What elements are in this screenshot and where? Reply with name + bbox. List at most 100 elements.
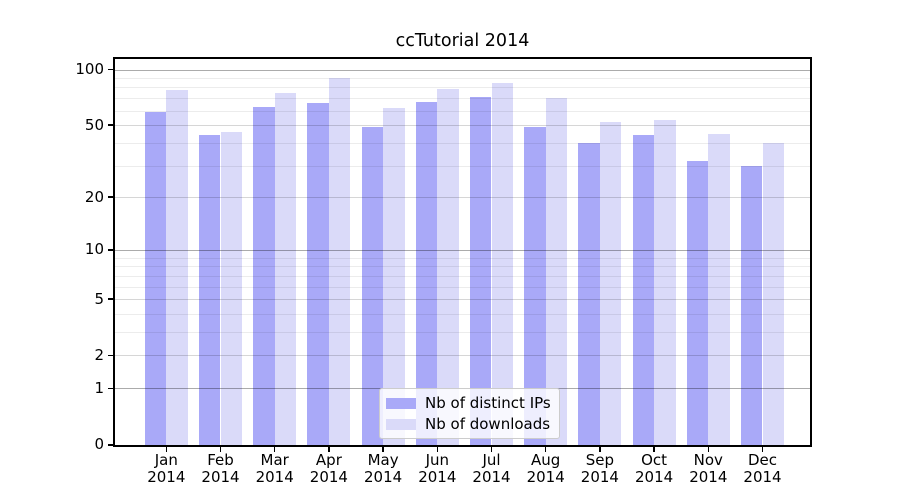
x-tick-label-sep: Sep 2014 xyxy=(568,452,632,485)
x-tick-label-jul: Jul 2014 xyxy=(460,452,524,485)
x-tick-label-aug: Aug 2014 xyxy=(514,452,578,485)
x-tick-month: Jan xyxy=(154,451,178,469)
bar-downloads-nov xyxy=(708,133,730,445)
gridline-major-2 xyxy=(115,355,811,357)
y-axis-tick-0 xyxy=(108,444,113,446)
bar-downloads-sep xyxy=(599,121,622,445)
x-tick-label-mar: Mar 2014 xyxy=(243,452,307,485)
legend-item-downloads: Nb of downloads xyxy=(386,415,551,433)
bar-downloads-may xyxy=(383,107,405,445)
y-tick-label-10: 10 xyxy=(84,240,104,259)
bar-downloads-jan xyxy=(166,89,188,445)
x-axis-tick-mar xyxy=(273,447,276,452)
legend: Nb of distinct IPs Nb of downloads xyxy=(379,388,560,439)
x-tick-year: 2014 xyxy=(580,467,619,486)
x-axis-tick-feb xyxy=(219,447,222,452)
bar-distinct-ips-sep xyxy=(578,142,600,445)
bar-distinct-ips-nov xyxy=(686,160,709,445)
x-tick-year: 2014 xyxy=(309,467,348,486)
gridline-minor-8 xyxy=(115,266,811,268)
legend-item-distinct-ips: Nb of distinct IPs xyxy=(386,394,551,412)
x-tick-month: Apr xyxy=(315,451,342,469)
x-tick-year: 2014 xyxy=(364,467,403,486)
x-tick-month: Dec xyxy=(747,451,778,469)
x-tick-year: 2014 xyxy=(526,467,565,486)
bar-downloads-apr xyxy=(328,78,351,445)
x-tick-label-feb: Feb 2014 xyxy=(189,452,253,485)
x-tick-month: Mar xyxy=(260,451,289,469)
y-axis-tick-2 xyxy=(108,354,113,357)
x-tick-year: 2014 xyxy=(689,467,728,486)
legend-label-distinct-ips: Nb of distinct IPs xyxy=(425,394,551,412)
x-tick-month: Feb xyxy=(207,451,234,469)
gridline-major-20 xyxy=(115,197,811,199)
bar-downloads-jul xyxy=(491,82,514,445)
x-tick-label-oct: Oct 2014 xyxy=(622,452,686,485)
x-tick-label-may: May 2014 xyxy=(351,452,415,485)
bar-distinct-ips-apr xyxy=(307,102,329,445)
bar-distinct-ips-mar xyxy=(253,106,275,445)
bar-distinct-ips-dec xyxy=(740,165,763,445)
bar-distinct-ips-feb xyxy=(198,135,221,445)
bar-distinct-ips-jun xyxy=(415,101,438,445)
y-tick-label-2: 2 xyxy=(94,345,104,364)
bar-distinct-ips-jul xyxy=(469,97,492,445)
gridline-minor-60 xyxy=(115,110,811,112)
y-axis-tick-50 xyxy=(108,124,113,126)
y-axis-tick-10 xyxy=(108,249,113,251)
x-tick-month: May xyxy=(367,451,399,469)
x-tick-label-dec: Dec 2014 xyxy=(731,452,795,485)
plot-area xyxy=(113,57,812,447)
x-axis-tick-jun xyxy=(436,447,439,452)
bar-downloads-mar xyxy=(274,92,297,445)
x-tick-month: Jul xyxy=(482,451,501,469)
y-tick-label-20: 20 xyxy=(84,187,104,206)
x-tick-month: Sep xyxy=(585,451,615,469)
gridline-minor-3 xyxy=(115,332,811,334)
x-tick-year: 2014 xyxy=(743,467,782,486)
gridline-minor-30 xyxy=(115,165,811,167)
y-axis-tick-5 xyxy=(108,298,113,300)
y-axis-tick-20 xyxy=(108,196,113,199)
chart-title: ccTutorial 2014 xyxy=(395,31,530,51)
y-tick-label-50: 50 xyxy=(84,115,104,134)
bar-downloads-jun xyxy=(437,88,459,445)
x-axis-tick-may xyxy=(382,447,384,452)
x-tick-label-jun: Jun 2014 xyxy=(405,452,469,485)
bar-distinct-ips-jan xyxy=(144,111,167,445)
bar-downloads-dec xyxy=(762,142,785,445)
x-tick-month: Nov xyxy=(693,451,723,469)
gridline-minor-70 xyxy=(115,98,811,100)
bar-distinct-ips-aug xyxy=(524,126,546,445)
y-tick-label-5: 5 xyxy=(94,289,104,308)
legend-swatch-distinct-ips-icon xyxy=(386,397,416,409)
x-tick-year: 2014 xyxy=(147,467,186,486)
x-tick-month: Aug xyxy=(531,451,561,469)
legend-swatch-downloads-icon xyxy=(386,418,416,430)
x-axis-tick-jul xyxy=(490,447,493,452)
bar-downloads-oct xyxy=(654,120,676,445)
x-tick-label-jan: Jan 2014 xyxy=(134,452,198,485)
x-tick-month: Oct xyxy=(641,451,668,469)
x-tick-label-apr: Apr 2014 xyxy=(297,452,361,485)
x-axis-tick-dec xyxy=(761,447,764,452)
legend-label-downloads: Nb of downloads xyxy=(425,415,551,433)
bar-downloads-feb xyxy=(220,131,243,445)
gridline-minor-80 xyxy=(115,87,811,89)
y-tick-label-100: 100 xyxy=(75,60,104,79)
x-axis-tick-sep xyxy=(599,447,601,452)
x-axis-tick-oct xyxy=(653,447,655,452)
y-tick-label-0: 0 xyxy=(94,435,104,454)
x-axis-tick-aug xyxy=(544,447,547,452)
gridline-minor-9 xyxy=(115,257,811,259)
x-axis-tick-jan xyxy=(165,447,168,452)
x-tick-year: 2014 xyxy=(201,467,240,486)
gridline-major-100 xyxy=(115,69,811,71)
x-axis-tick-apr xyxy=(328,447,330,452)
gridline-minor-7 xyxy=(115,275,811,277)
x-tick-month: Jun xyxy=(425,451,450,469)
y-tick-label-1: 1 xyxy=(94,378,104,397)
x-tick-year: 2014 xyxy=(418,467,457,486)
x-tick-year: 2014 xyxy=(255,467,294,486)
